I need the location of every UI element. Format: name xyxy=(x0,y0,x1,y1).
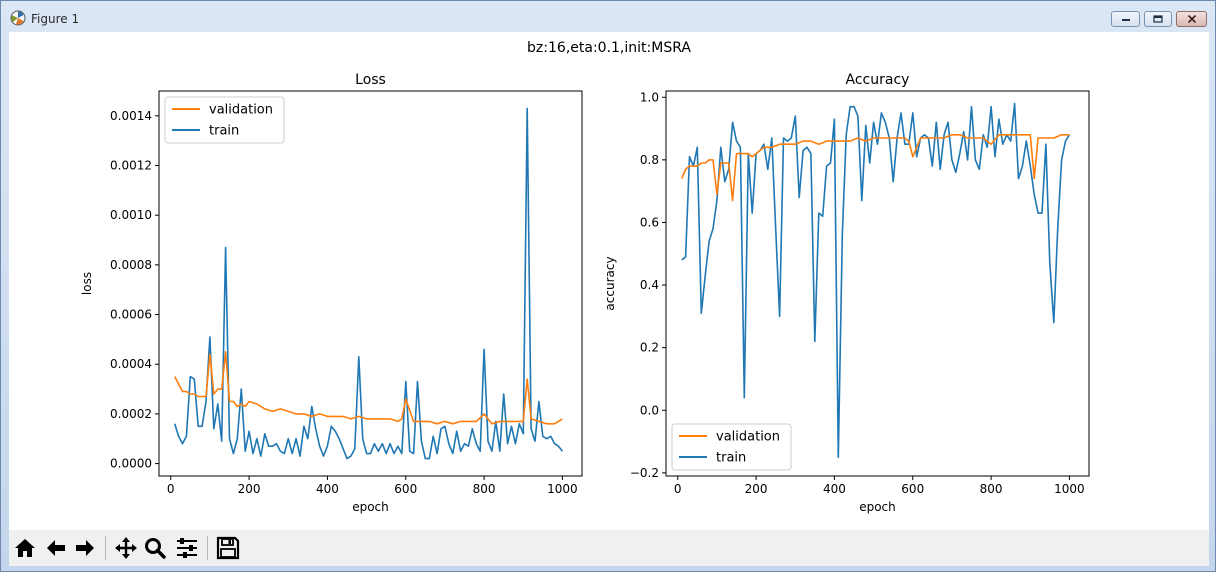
accuracy-x-tick-label: 0 xyxy=(674,482,682,496)
loss-x-tick-label: 600 xyxy=(394,482,417,496)
magnifier-icon xyxy=(145,538,166,559)
sliders-icon xyxy=(177,538,197,558)
accuracy-title: Accuracy xyxy=(846,72,910,88)
loss-y-tick-label: 0.0000 xyxy=(110,457,152,471)
loss-plot: 0 200 400 600 800 1000 0.0000 0.0002 0.0004 0.000… xyxy=(80,72,583,514)
accuracy-y-tick-label: 0.6 xyxy=(640,215,659,229)
accuracy-axes-frame xyxy=(665,90,1090,477)
figure-svg: bz:16,eta:0.1,init:MSRA 0 200 400 600 800 100… xyxy=(80,40,1090,514)
figure-suptitle: bz:16,eta:0.1,init:MSRA xyxy=(527,40,691,56)
accuracy-y-tick-label: 0.4 xyxy=(640,278,659,292)
accuracy-x-tick-label: 600 xyxy=(901,482,924,496)
accuracy-plot: 0 200 400 600 800 1000 −0.2 0.0 0.2 0.4 0.6 0.8 1.0 A… xyxy=(603,72,1090,514)
loss-y-tick-label: 0.0010 xyxy=(110,208,152,222)
accuracy-y-tick-label: −0.2 xyxy=(630,466,659,480)
toolbar-separator xyxy=(105,536,106,560)
arrow-left-icon xyxy=(47,540,65,556)
minimize-icon xyxy=(1121,19,1130,21)
accuracy-y-tick-label: 1.0 xyxy=(640,90,659,104)
accuracy-y-axis-label: accuracy xyxy=(603,256,617,310)
accuracy-legend-train-label: train xyxy=(716,451,746,466)
accuracy-legend-validation-label: validation xyxy=(716,430,780,445)
loss-y-tick-label: 0.0004 xyxy=(110,357,152,371)
floppy-disk-icon xyxy=(216,536,240,560)
home-button[interactable] xyxy=(11,534,39,562)
loss-legend: validation train xyxy=(164,96,285,144)
matplotlib-app-icon xyxy=(10,10,26,26)
loss-legend-train-label: train xyxy=(209,124,239,139)
back-button[interactable] xyxy=(42,534,70,562)
loss-x-tick-label: 1000 xyxy=(547,482,578,496)
loss-series-validation-line xyxy=(173,350,563,425)
accuracy-x-tick-label: 200 xyxy=(745,482,768,496)
loss-axes-frame xyxy=(158,90,583,477)
minimize-button[interactable] xyxy=(1111,11,1140,27)
navigation-toolbar xyxy=(9,530,1209,566)
accuracy-series-validation-line xyxy=(680,134,1070,202)
restore-icon xyxy=(1153,15,1163,23)
zoom-button[interactable] xyxy=(141,534,169,562)
loss-y-axis-label: loss xyxy=(80,272,94,295)
accuracy-x-tick-label: 800 xyxy=(980,482,1003,496)
forward-button[interactable] xyxy=(71,534,99,562)
accuracy-series-train-line xyxy=(681,102,1071,459)
loss-x-tick-label: 800 xyxy=(473,482,496,496)
save-button[interactable] xyxy=(214,534,242,562)
toolbar-separator xyxy=(207,536,208,560)
loss-y-tick-label: 0.0012 xyxy=(110,159,152,173)
loss-y-tick-label: 0.0008 xyxy=(110,258,152,272)
loss-x-tick-label: 200 xyxy=(238,482,261,496)
home-icon xyxy=(15,539,35,557)
close-icon xyxy=(1187,15,1196,23)
close-button[interactable] xyxy=(1176,11,1207,27)
loss-x-tick-label: 0 xyxy=(167,482,175,496)
accuracy-x-tick-label: 400 xyxy=(823,482,846,496)
loss-y-tick-label: 0.0002 xyxy=(110,407,152,421)
loss-y-tick-label: 0.0006 xyxy=(110,308,152,322)
accuracy-legend: validation train xyxy=(671,423,792,471)
accuracy-x-axis-label: epoch xyxy=(859,500,896,514)
restore-button[interactable] xyxy=(1144,11,1172,27)
figure-canvas[interactable]: bz:16,eta:0.1,init:MSRA 0 200 400 600 800 100… xyxy=(9,32,1209,530)
accuracy-y-tick-label: 0.8 xyxy=(640,153,659,167)
accuracy-x-tick-label: 1000 xyxy=(1054,482,1085,496)
loss-series-train-line xyxy=(173,107,564,460)
loss-y-tick-label: 0.0014 xyxy=(110,109,152,123)
loss-legend-validation-label: validation xyxy=(209,103,273,118)
pan-arrows-icon xyxy=(115,537,137,559)
window-title: Figure 1 xyxy=(31,12,80,26)
pan-button[interactable] xyxy=(112,534,140,562)
arrow-right-icon xyxy=(76,540,94,556)
title-bar[interactable]: Figure 1 xyxy=(1,1,1215,32)
loss-x-tick-label: 400 xyxy=(316,482,339,496)
accuracy-y-tick-label: 0.0 xyxy=(640,403,659,417)
accuracy-y-tick-label: 0.2 xyxy=(640,341,659,355)
configure-subplots-button[interactable] xyxy=(173,534,201,562)
loss-title: Loss xyxy=(355,72,386,88)
loss-x-axis-label: epoch xyxy=(352,500,389,514)
